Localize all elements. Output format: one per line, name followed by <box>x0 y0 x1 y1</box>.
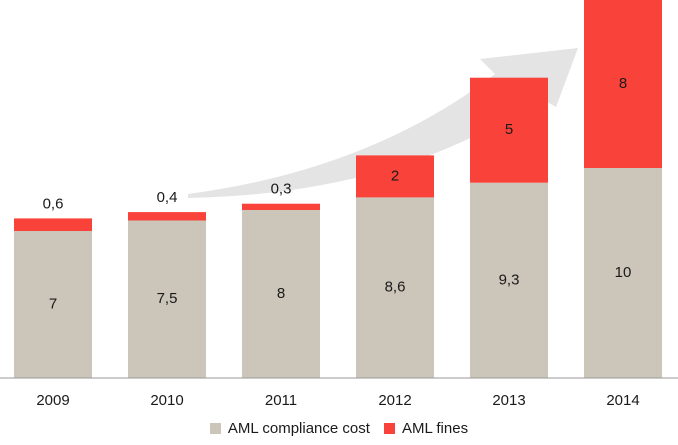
category-label-2010: 2010 <box>150 392 183 409</box>
legend-swatch-fines <box>383 423 395 434</box>
value-label-compliance-2013: 9,3 <box>499 271 520 288</box>
bar-compliance-2010 <box>128 220 206 378</box>
value-label-fines-2009: 0,6 <box>43 195 64 212</box>
bar-compliance-2011 <box>242 210 320 378</box>
legend-item-fines: AML fines <box>383 420 469 437</box>
value-label-fines-2012: 2 <box>391 167 399 184</box>
labels: 7 0,6 2009 7,5 0,4 2010 8 0,3 2011 8,6 2 2012 9,3 5 20… <box>36 75 639 409</box>
value-label-compliance-2011: 8 <box>277 285 285 302</box>
value-label-compliance-2009: 7 <box>49 295 57 312</box>
category-label-2011: 2011 <box>265 392 297 409</box>
legend-swatch-compliance <box>209 423 221 434</box>
bar-compliance-2013 <box>470 182 548 378</box>
bar-fines-2010 <box>128 212 206 221</box>
bars <box>14 0 662 378</box>
category-label-2009: 2009 <box>36 392 69 409</box>
bar-fines-2012 <box>356 155 434 198</box>
category-label-2013: 2013 <box>492 392 525 409</box>
bar-fines-2009 <box>14 218 92 231</box>
legend: AML compliance cost AML fines <box>0 420 678 437</box>
legend-label-compliance: AML compliance cost <box>227 420 370 437</box>
bar-fines-2014 <box>584 0 662 168</box>
value-label-fines-2013: 5 <box>505 121 513 138</box>
legend-item-compliance: AML compliance cost <box>209 420 370 437</box>
legend-label-fines: AML fines <box>401 420 469 437</box>
value-label-compliance-2010: 7,5 <box>157 290 178 307</box>
value-label-fines-2010: 0,4 <box>157 189 178 206</box>
bar-compliance-2009 <box>14 231 92 378</box>
value-label-fines-2014: 8 <box>619 75 627 92</box>
bar-compliance-2012 <box>356 197 434 378</box>
bar-compliance-2014 <box>584 168 662 378</box>
category-label-2014: 2014 <box>606 392 639 409</box>
value-label-compliance-2012: 8,6 <box>385 279 406 296</box>
category-label-2012: 2012 <box>378 392 411 409</box>
bar-fines-2011 <box>242 203 320 210</box>
value-label-compliance-2014: 10 <box>615 264 632 281</box>
bar-fines-2013 <box>470 77 548 183</box>
value-label-fines-2011: 0,3 <box>271 181 292 198</box>
